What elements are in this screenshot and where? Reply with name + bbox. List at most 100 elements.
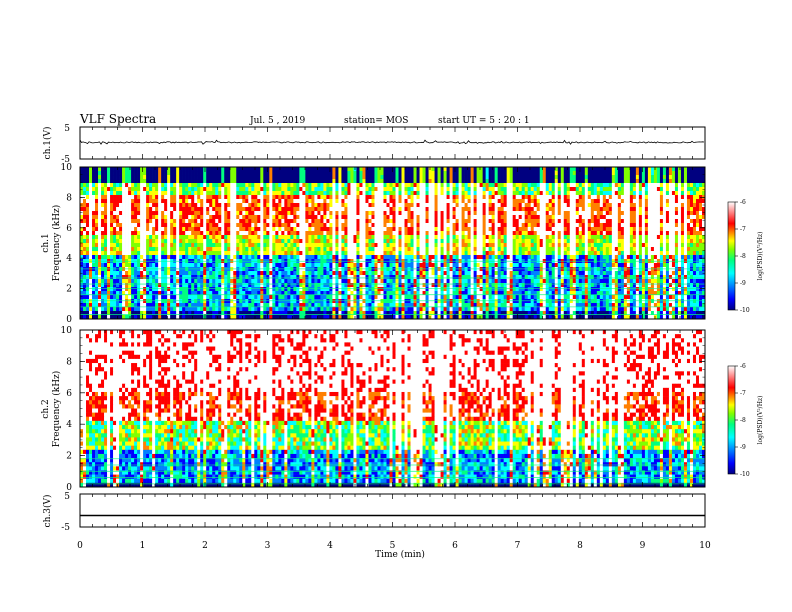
spectrogram-cell xyxy=(356,227,360,232)
spectrogram-cell xyxy=(494,243,498,248)
spectrogram-cell xyxy=(461,227,465,232)
spectrogram-cell xyxy=(638,175,643,180)
spectrogram-cell xyxy=(230,191,234,196)
spectrogram-cell xyxy=(116,215,120,220)
spectrogram-cell xyxy=(326,179,330,184)
spectrogram-cell xyxy=(653,251,658,256)
spectrogram-cell xyxy=(182,215,186,220)
spectrogram-cell xyxy=(407,235,411,240)
spectrogram-cell xyxy=(233,239,237,244)
spectrogram-cell xyxy=(149,231,153,236)
spectrogram-cell xyxy=(203,255,207,260)
spectrogram-cell xyxy=(533,199,538,204)
spectrogram-cell xyxy=(95,231,99,236)
spectrogram-cell xyxy=(362,255,366,260)
spectrogram-cell xyxy=(695,179,700,184)
spectrogram-cell xyxy=(503,255,507,260)
spectrogram-cell xyxy=(686,203,691,208)
spectrogram-cell xyxy=(83,167,87,172)
spectrogram-cell xyxy=(155,211,159,216)
spectrogram-cell xyxy=(551,203,556,208)
spectrogram-cell xyxy=(407,239,411,244)
spectrogram-cell xyxy=(344,215,348,220)
spectrogram-cell xyxy=(386,171,390,176)
spectrogram-cell xyxy=(575,231,580,236)
spectrogram-cell xyxy=(458,179,462,184)
spectrogram-cell xyxy=(359,199,363,204)
spectrogram-cell xyxy=(107,203,111,208)
spectrogram-cell xyxy=(590,175,595,180)
spectrogram-cell xyxy=(131,219,135,224)
spectrogram-cell xyxy=(641,203,646,208)
spectrogram-cell xyxy=(272,247,276,252)
spectrogram-cell xyxy=(434,243,438,248)
spectrogram-cell xyxy=(329,191,333,196)
spectrogram-cell xyxy=(503,239,507,244)
spectrogram-cell xyxy=(638,187,643,192)
spectrogram-cell xyxy=(356,175,360,180)
spectrogram-cell xyxy=(347,251,351,256)
spectrogram-cell xyxy=(335,175,339,180)
spectrogram-cell xyxy=(485,231,489,236)
spectrogram-cell xyxy=(266,187,270,192)
spectrogram-cell xyxy=(395,171,399,176)
spectrogram-cell xyxy=(641,219,646,224)
spectrogram-cell xyxy=(536,199,541,204)
spectrogram-cell xyxy=(233,211,237,216)
spectrogram-cell xyxy=(608,219,613,224)
spectrogram-cell xyxy=(386,251,390,256)
spectrogram-cell xyxy=(320,203,324,208)
spectrogram-cell xyxy=(371,235,375,240)
spectrogram-cell xyxy=(122,219,126,224)
spectrogram-cell xyxy=(374,227,378,232)
spectrogram-cell xyxy=(281,211,285,216)
spectrogram-cell xyxy=(608,215,613,220)
spectrogram-cell xyxy=(341,251,345,256)
spectrogram-cell xyxy=(554,231,559,236)
spectrogram-cell xyxy=(455,199,459,204)
spectrogram-cell xyxy=(350,203,354,208)
spectrogram-cell xyxy=(302,175,306,180)
spectrogram-cell xyxy=(548,251,553,256)
spectrogram-cell xyxy=(461,219,465,224)
spectrogram-cell xyxy=(287,227,291,232)
spectrogram-cell xyxy=(236,199,240,204)
spectrogram-cell xyxy=(290,219,294,224)
spectrogram-cell xyxy=(266,219,270,224)
spectrogram-cell xyxy=(677,195,682,200)
spectrogram-cell xyxy=(443,215,447,220)
spectrogram-cell xyxy=(386,195,390,200)
spectrogram-cell xyxy=(674,187,679,192)
spectrogram-cell xyxy=(353,239,357,244)
spectrogram-cell xyxy=(575,191,580,196)
spectrogram-cell xyxy=(227,175,231,180)
spectrogram-cell xyxy=(113,179,117,184)
spectrogram-cell xyxy=(389,203,393,208)
spectrogram-cell xyxy=(206,231,210,236)
spectrogram-cell xyxy=(356,247,360,252)
spectrogram-cell xyxy=(272,255,276,260)
spectrogram-cell xyxy=(686,211,691,216)
spectrogram-cell xyxy=(473,243,477,248)
spectrogram-cell xyxy=(290,211,294,216)
spectrogram-cell xyxy=(284,179,288,184)
spectrogram-cell xyxy=(293,215,297,220)
spectrogram-cell xyxy=(254,167,258,172)
spectrogram-cell xyxy=(359,231,363,236)
spectrogram-cell xyxy=(98,175,102,180)
spectrogram-cell xyxy=(272,191,276,196)
spectrogram-cell xyxy=(356,199,360,204)
spectrogram-cell xyxy=(182,167,186,172)
spectrogram-cell xyxy=(464,167,468,172)
spectrogram-cell xyxy=(644,255,649,260)
spectrogram-cell xyxy=(671,251,676,256)
spectrogram-cell xyxy=(692,191,697,196)
spectrogram-cell xyxy=(242,215,246,220)
spectrogram-cell xyxy=(308,219,312,224)
spectrogram-cell xyxy=(323,191,327,196)
spectrogram-cell xyxy=(248,223,252,228)
spectrogram-cell xyxy=(149,223,153,228)
spectrogram-cell xyxy=(239,243,243,248)
spectrogram-cell xyxy=(317,243,321,248)
spectrogram-cell xyxy=(689,207,694,212)
